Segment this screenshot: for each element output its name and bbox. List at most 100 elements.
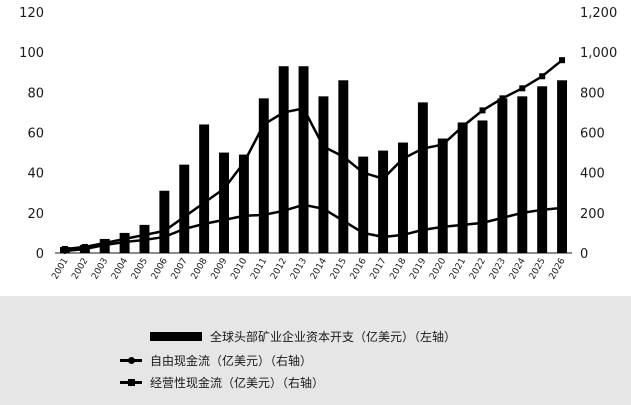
legend-line-swatch-circle xyxy=(120,356,142,364)
operating-cash-flow-point xyxy=(260,121,267,128)
left-tick-label: 20 xyxy=(27,207,44,222)
operating-cash-flow-point xyxy=(201,199,208,206)
operating-cash-flow-point xyxy=(280,109,287,116)
free-cash-flow-point xyxy=(499,214,506,221)
bar xyxy=(477,120,488,253)
free-cash-flow-point xyxy=(459,221,466,228)
x-tick-label: 2012 xyxy=(269,257,289,282)
right-tick-label: 0 xyxy=(580,247,588,262)
left-tick-label: 40 xyxy=(27,167,44,182)
operating-cash-flow-point xyxy=(240,159,247,166)
left-tick-label: 0 xyxy=(36,247,44,262)
legend-item-free-cash-flow: 自由现金流（亿美元）（右轴） xyxy=(120,352,312,368)
bar xyxy=(219,152,229,253)
x-tick-label: 2024 xyxy=(508,256,528,281)
right-axis-ticks: 0 200 400 600 800 1,000 1,200 xyxy=(580,6,617,262)
x-tick-label: 2020 xyxy=(428,256,448,281)
operating-cash-flow-point xyxy=(499,95,506,102)
bar-series xyxy=(59,66,568,254)
free-cash-flow-point xyxy=(161,233,168,240)
x-tick-label: 2018 xyxy=(388,256,408,281)
x-tick-label: 2016 xyxy=(349,256,369,281)
left-tick-label: 120 xyxy=(19,6,44,21)
x-tick-label: 2005 xyxy=(130,257,150,282)
x-axis-ticks: 2001 2002 2003 2004 2005 2006 2007 2008 2009 2010… xyxy=(50,256,567,281)
free-cash-flow-point xyxy=(141,236,148,243)
free-cash-flow-point xyxy=(399,231,406,238)
left-axis-ticks: 0 20 40 60 80 100 120 xyxy=(19,6,44,262)
right-tick-label: 800 xyxy=(580,86,605,101)
free-cash-flow-point xyxy=(300,201,307,208)
left-tick-label: 80 xyxy=(27,86,44,101)
operating-cash-flow-point xyxy=(61,245,68,252)
free-cash-flow-point xyxy=(360,229,367,236)
bar xyxy=(378,150,389,253)
free-cash-flow-point xyxy=(559,204,566,211)
x-tick-label: 2011 xyxy=(249,257,269,282)
bar xyxy=(318,96,329,253)
x-tick-label: 2015 xyxy=(329,257,349,282)
x-tick-label: 2008 xyxy=(190,256,210,281)
operating-cash-flow-point xyxy=(519,85,526,92)
operating-cash-flow-point xyxy=(161,227,168,234)
legend-label-bar: 全球头部矿业企业资本开支（亿美元）（左轴） xyxy=(210,329,457,344)
operating-cash-flow-point xyxy=(459,123,466,130)
x-tick-label: 2010 xyxy=(229,256,249,281)
operating-cash-flow-point xyxy=(380,175,387,182)
free-cash-flow-point xyxy=(439,223,446,230)
operating-cash-flow-point xyxy=(300,105,307,112)
legend-bar-swatch xyxy=(150,331,202,341)
bar xyxy=(298,66,309,253)
bar xyxy=(159,190,170,253)
x-tick-label: 2026 xyxy=(548,256,568,281)
right-tick-label: 1,000 xyxy=(580,46,617,61)
x-tick-label: 2013 xyxy=(289,257,309,282)
x-tick-label: 2021 xyxy=(448,257,468,282)
bar xyxy=(557,80,568,254)
legend: 全球头部矿业企业资本开支（亿美元）（左轴） 自由现金流（亿美元）（右轴） 经营性… xyxy=(0,296,631,405)
operating-cash-flow-point xyxy=(221,185,228,192)
x-tick-label: 2003 xyxy=(90,257,110,282)
bar xyxy=(537,86,548,253)
operating-cash-flow-point xyxy=(320,143,327,150)
legend-item-bar: 全球头部矿业企业资本开支（亿美元）（左轴） xyxy=(150,328,456,344)
x-tick-label: 2022 xyxy=(468,257,488,282)
operating-cash-flow-point xyxy=(439,141,446,148)
operating-cash-flow-point xyxy=(101,239,108,246)
x-tick-label: 2002 xyxy=(70,257,90,282)
bar xyxy=(398,142,408,253)
free-cash-flow-point xyxy=(221,216,228,223)
free-cash-flow-point xyxy=(380,233,387,240)
operating-cash-flow-point xyxy=(360,169,367,176)
bar xyxy=(179,164,190,253)
x-tick-label: 2023 xyxy=(488,256,508,281)
left-tick-label: 60 xyxy=(27,127,44,142)
bar xyxy=(497,98,508,253)
legend-item-operating-cash-flow: 经营性现金流（亿美元）（右轴） xyxy=(120,374,324,390)
free-cash-flow-point xyxy=(419,226,426,233)
free-cash-flow-point xyxy=(181,225,188,232)
bar xyxy=(517,96,528,253)
free-cash-flow-point xyxy=(260,211,267,218)
bar xyxy=(417,102,428,253)
free-cash-flow-point xyxy=(240,212,247,219)
right-tick-label: 200 xyxy=(580,207,605,222)
bar xyxy=(278,66,289,253)
operating-cash-flow-point xyxy=(419,145,426,152)
x-tick-label: 2001 xyxy=(50,257,70,282)
right-tick-label: 400 xyxy=(580,167,605,182)
bar xyxy=(199,124,210,253)
bar xyxy=(238,154,249,253)
bar xyxy=(338,80,349,254)
x-tick-label: 2006 xyxy=(150,256,170,281)
operating-cash-flow-point xyxy=(181,213,188,220)
legend-label-operating-cash-flow: 经营性现金流（亿美元）（右轴） xyxy=(150,375,325,390)
x-tick-label: 2007 xyxy=(170,257,190,282)
bar xyxy=(457,122,468,253)
operating-cash-flow-point xyxy=(81,243,88,250)
free-cash-flow-point xyxy=(280,207,287,214)
operating-cash-flow-point xyxy=(340,153,347,160)
x-tick-label: 2014 xyxy=(309,256,329,281)
free-cash-flow-point xyxy=(340,217,347,224)
